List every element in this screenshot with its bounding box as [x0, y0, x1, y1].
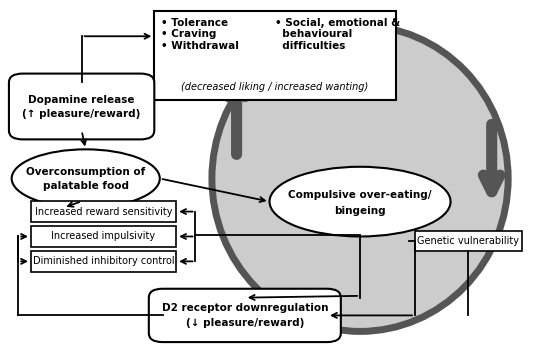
Text: palatable food: palatable food: [43, 181, 129, 191]
Text: Diminished inhibitory control: Diminished inhibitory control: [33, 256, 174, 266]
Text: (↓ pleasure/reward): (↓ pleasure/reward): [186, 317, 304, 327]
Text: • Social, emotional &
  behavioural
  difficulties: • Social, emotional & behavioural diffic…: [275, 18, 400, 51]
Text: Increased reward sensitivity: Increased reward sensitivity: [35, 207, 172, 217]
Text: Increased impulsivity: Increased impulsivity: [52, 231, 156, 241]
Text: (decreased liking / increased wanting): (decreased liking / increased wanting): [182, 82, 368, 92]
FancyBboxPatch shape: [31, 201, 176, 222]
Text: Compulsive over-eating/: Compulsive over-eating/: [288, 190, 432, 200]
Text: (↑ pleasure/reward): (↑ pleasure/reward): [23, 109, 141, 119]
Ellipse shape: [270, 167, 450, 236]
Ellipse shape: [12, 149, 160, 208]
FancyBboxPatch shape: [415, 231, 522, 251]
FancyBboxPatch shape: [149, 289, 341, 342]
Text: D2 receptor downregulation: D2 receptor downregulation: [162, 303, 328, 313]
FancyBboxPatch shape: [9, 74, 155, 139]
Text: Genetic vulnerability: Genetic vulnerability: [417, 236, 519, 246]
FancyBboxPatch shape: [31, 226, 176, 247]
Ellipse shape: [212, 26, 508, 331]
Text: Dopamine release: Dopamine release: [29, 95, 135, 105]
Text: • Tolerance
• Craving
• Withdrawal: • Tolerance • Craving • Withdrawal: [161, 18, 239, 51]
Text: Overconsumption of: Overconsumption of: [26, 167, 145, 177]
FancyBboxPatch shape: [31, 251, 176, 272]
FancyBboxPatch shape: [155, 11, 395, 100]
Text: bingeing: bingeing: [334, 206, 386, 216]
